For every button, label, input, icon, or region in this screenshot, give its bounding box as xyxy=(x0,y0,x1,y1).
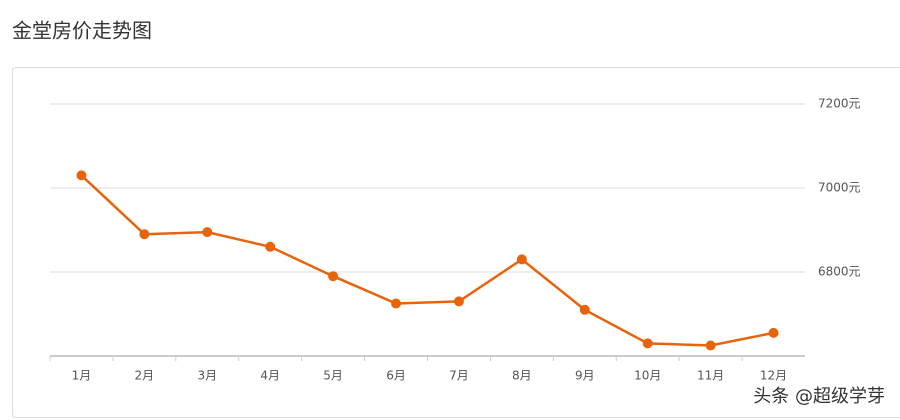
x-tick-label: 11月 xyxy=(697,369,724,383)
point xyxy=(768,327,779,338)
x-tick-label: 4月 xyxy=(260,369,280,383)
watermark: 头条 @超级学芽 xyxy=(753,386,885,407)
point xyxy=(579,304,590,315)
point xyxy=(139,229,150,240)
point xyxy=(202,227,213,238)
point xyxy=(642,338,653,349)
x-tick-label: 6月 xyxy=(386,369,406,383)
y-tick-label: 7000元 xyxy=(818,181,861,195)
x-tick-label: 3月 xyxy=(197,369,217,383)
x-tick-label: 1月 xyxy=(72,369,92,383)
x-tick-label: 5月 xyxy=(323,369,343,383)
point xyxy=(705,340,716,351)
point xyxy=(265,241,276,252)
point xyxy=(516,254,527,265)
x-tick-label: 9月 xyxy=(575,369,595,383)
x-tick-label: 10月 xyxy=(634,369,661,383)
x-tick-label: 8月 xyxy=(512,369,532,383)
x-tick-label: 12月 xyxy=(760,369,787,383)
point xyxy=(328,271,339,282)
point xyxy=(453,296,464,307)
y-tick-label: 6800元 xyxy=(818,265,861,279)
x-tick-label: 7月 xyxy=(449,369,469,383)
x-tick-label: 2月 xyxy=(135,369,155,383)
line xyxy=(80,174,774,347)
panel xyxy=(12,67,900,418)
point xyxy=(76,170,87,181)
y-tick-label: 7200元 xyxy=(818,97,861,111)
chart-title: 金堂房价走势图 xyxy=(12,19,152,43)
point xyxy=(391,298,402,309)
